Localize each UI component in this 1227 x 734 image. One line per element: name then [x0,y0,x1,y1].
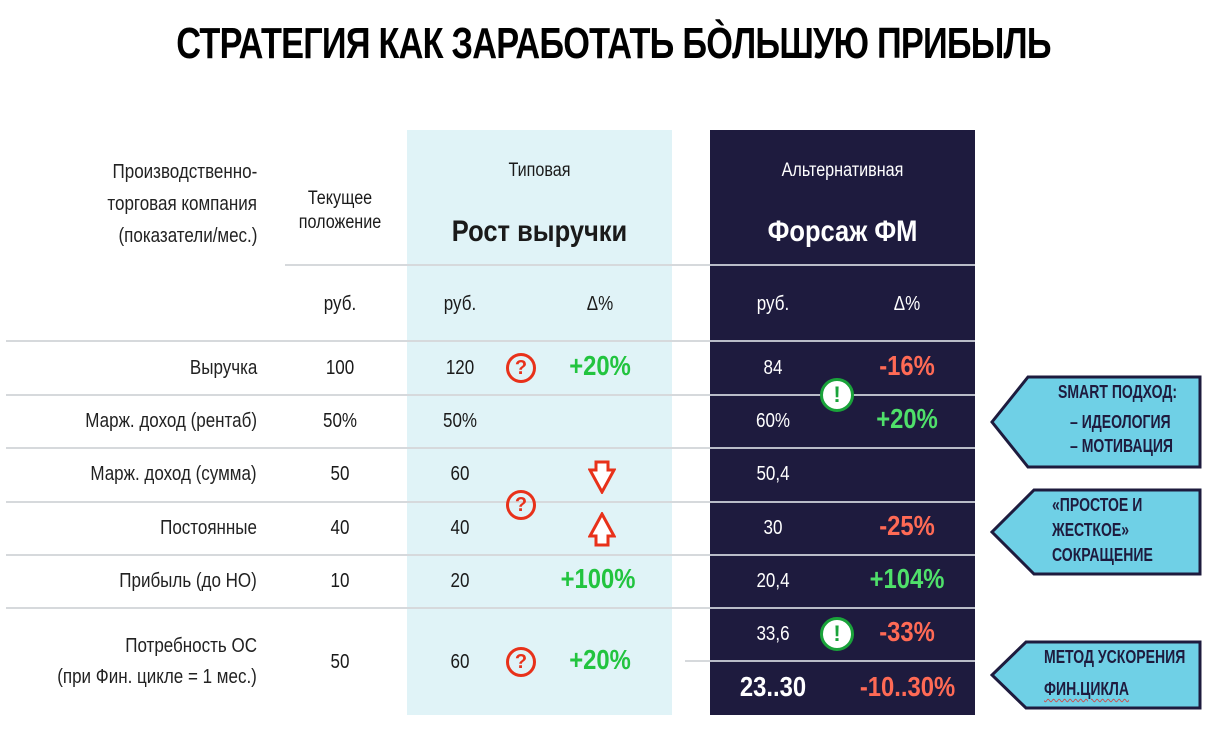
divider [6,554,710,556]
callout-arrow-shape [990,375,1202,469]
row-label-working-capital-line-1: Потребность ОС [125,635,257,657]
current-working-capital: 50 [330,651,350,673]
alt-working-capital-range-delta: -10..30% [859,671,956,702]
divider [685,660,710,662]
alternative-strategy-name: Форсаж ФМ [767,215,918,248]
alt-profit-delta: +104% [869,563,945,594]
typical-working-capital: 60 [450,651,470,673]
alt-revenue-delta: -16% [879,350,935,381]
callout-arrow-shape [990,488,1202,576]
typical-revenue-delta: +20% [569,350,631,381]
row-label-revenue: Выручка [189,357,257,379]
company-label-line-1: Производственно- [112,161,257,183]
callout-fin-cycle-acceleration: МЕТОД УСКОРЕНИЯ ФИН.ЦИКЛА [990,640,1202,710]
divider [6,607,710,609]
row-label-fixed-costs: Постоянные [160,517,257,539]
unit-alt-rub: руб. [756,293,790,315]
unit-typical-delta: Δ% [586,293,614,315]
exclamation-icon: ! [820,617,854,651]
question-icon: ? [506,490,536,520]
row-label-margin-rate: Марж. доход (рентаб) [85,409,257,433]
current-margin-sum: 50 [330,463,350,485]
divider [6,447,710,449]
callout-line: МЕТОД УСКОРЕНИЯ [1044,647,1186,667]
typical-working-capital-delta: +20% [569,644,631,675]
alt-working-capital-range: 23..30 [739,671,807,702]
alternative-kind-label: Альтернативная [781,160,904,181]
alt-margin-sum: 50,4 [756,463,790,485]
typical-profit-delta: +100% [560,563,636,594]
unit-typical-rub: руб. [443,293,477,315]
typical-margin-rate: 50% [442,410,478,432]
callout-arrow-shape [990,640,1202,710]
arrow-up-icon [588,512,616,547]
callout-line: – МОТИВАЦИЯ [1070,436,1174,456]
callout-smart-approach: SMART подход: – ИДЕОЛОГИЯ – МОТИВАЦИЯ [990,375,1202,469]
typical-strategy-column [407,130,672,715]
question-icon: ? [506,353,536,383]
typical-margin-sum: 60 [450,463,470,485]
row-label-profit: Прибыль (до НО) [119,570,257,592]
divider [6,394,710,396]
divider [710,607,975,609]
callout-line: «ПРОСТОЕ И [1052,495,1143,515]
alt-profit: 20,4 [756,570,790,592]
divider [710,660,975,662]
callout-line: SMART подход: [1058,382,1178,402]
divider [710,264,975,266]
current-fixed-costs: 40 [330,517,350,539]
typical-revenue: 120 [445,357,475,379]
alt-working-capital: 33,6 [756,623,790,645]
callout-simple-hard-cut: «ПРОСТОЕ И ЖЕСТКОЕ» СОКРАЩЕНИЕ [990,488,1202,576]
divider [285,264,710,266]
page-title: СТРАТЕГИЯ КАК ЗАРАБОТАТЬ БÒЛЬШУЮ ПРИБЫЛЬ [176,19,1051,68]
divider [710,501,975,503]
unit-current: руб. [323,293,357,315]
alt-fixed-costs-delta: -25% [879,510,935,541]
company-label-line-2: торговая компания [107,193,257,215]
divider [710,554,975,556]
unit-alt-delta: Δ% [893,293,921,315]
current-profit: 10 [330,570,350,592]
company-label-line-3: (показатели/мес.) [118,225,257,247]
exclamation-icon: ! [820,378,854,412]
row-label-margin-sum: Марж. доход (сумма) [90,463,257,485]
callout-line: ЖЕСТКОЕ» [1052,520,1130,540]
current-label-line-1: Текущее [307,188,373,209]
alt-revenue: 84 [763,357,783,379]
question-icon: ? [506,647,536,677]
divider [6,340,710,342]
callout-line: ФИН.ЦИКЛА [1044,679,1130,699]
divider [6,501,710,503]
current-margin-rate: 50% [322,410,358,432]
typical-profit: 20 [450,570,470,592]
callout-line: СОКРАЩЕНИЕ [1052,545,1153,565]
alt-working-capital-delta: -33% [879,616,935,647]
current-label-line-2: положение [298,212,382,233]
current-revenue: 100 [325,357,355,379]
typical-kind-label: Типовая [508,160,571,181]
alt-margin-rate-delta: +20% [876,403,938,434]
typical-strategy-name: Рост выручки [451,215,628,248]
arrow-down-icon [588,460,616,494]
row-label-working-capital-line-2: (при Фин. цикле = 1 мес.) [57,666,257,688]
alt-margin-rate: 60% [755,410,791,432]
divider [710,340,975,342]
alt-fixed-costs: 30 [763,517,783,539]
divider [710,447,975,449]
typical-fixed-costs: 40 [450,517,470,539]
callout-line: – ИДЕОЛОГИЯ [1070,412,1171,432]
row-label-margin-rate-text: Марж. доход (рентаб) [85,410,257,432]
